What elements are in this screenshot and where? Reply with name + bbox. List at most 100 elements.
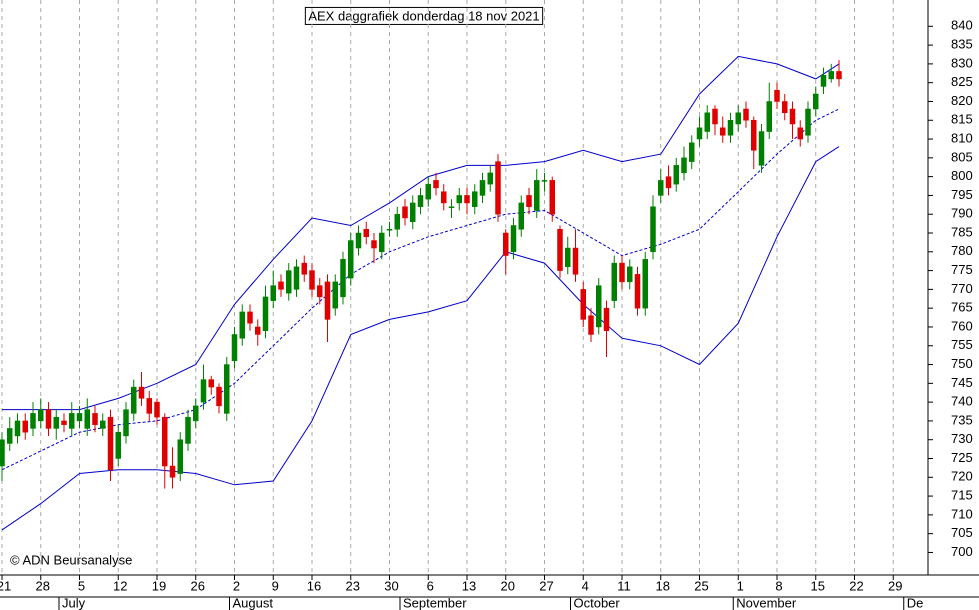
y-tick-label: 760	[951, 318, 973, 333]
candle-body	[572, 247, 579, 275]
y-tick-label: 840	[951, 18, 973, 33]
candle-body	[541, 180, 548, 182]
candle-body	[216, 386, 222, 407]
y-tick-label: 790	[951, 206, 973, 221]
candle-body	[262, 296, 269, 331]
candle-body	[131, 386, 137, 414]
y-tick-label: 775	[951, 262, 973, 277]
candle-body	[456, 195, 462, 204]
candle-body	[340, 259, 346, 298]
x-tick-label: 16	[307, 578, 321, 593]
candle-body	[309, 270, 315, 290]
candle-body	[417, 195, 424, 207]
x-tick-label: 25	[694, 578, 708, 593]
candle-body	[107, 416, 114, 471]
y-tick-label: 755	[951, 337, 973, 352]
candle-body	[348, 240, 354, 279]
candle-body	[123, 409, 129, 437]
x-tick-label: 12	[113, 578, 127, 593]
x-tick-label: 30	[384, 578, 398, 593]
candle-body	[774, 89, 780, 102]
candle-body	[146, 398, 152, 414]
y-tick-label: 820	[951, 93, 973, 108]
bollinger-band	[1, 108, 840, 471]
candle-body	[53, 416, 59, 429]
y-tick-label: 745	[951, 375, 973, 390]
candle-body	[534, 180, 540, 211]
candle-body	[38, 409, 44, 422]
x-tick-label: 11	[617, 578, 631, 593]
candle-body	[317, 285, 323, 298]
candle-body	[681, 157, 687, 174]
candle-body	[665, 176, 672, 189]
candle-body	[185, 416, 191, 444]
x-tick-label: 26	[191, 578, 205, 593]
candle-body	[503, 232, 509, 256]
candle-body	[448, 206, 455, 208]
y-tick-label: 805	[951, 149, 973, 164]
candle-body	[782, 101, 788, 113]
candle-body	[239, 311, 245, 339]
x-tick-label: 1	[737, 578, 744, 593]
candle-body	[278, 281, 284, 290]
y-tick-label: 815	[951, 112, 973, 127]
candle-body	[510, 225, 517, 253]
candle-body	[208, 379, 214, 388]
month-label: De	[907, 595, 924, 610]
candle-body	[154, 401, 160, 418]
x-tick-label: 20	[501, 578, 515, 593]
candle-body	[332, 281, 338, 309]
candle-body	[758, 131, 765, 166]
candle-body	[634, 274, 641, 309]
candle-body	[611, 262, 617, 301]
month-label: July	[62, 595, 86, 610]
y-tick-label: 750	[951, 356, 973, 371]
candle-body	[797, 127, 803, 140]
candle-body	[92, 413, 98, 425]
month-label: November	[736, 595, 797, 610]
candle-body	[472, 191, 478, 207]
candle-body	[712, 108, 718, 125]
candle-body	[61, 420, 67, 425]
candle-body	[580, 289, 586, 320]
candle-body	[30, 413, 36, 429]
x-tick-label: 15	[811, 578, 825, 593]
candle-body	[371, 240, 377, 249]
candle-body	[270, 285, 276, 301]
candle-body	[751, 120, 757, 151]
candle-body	[138, 386, 145, 399]
candle-body	[704, 112, 710, 132]
candle-body	[658, 180, 664, 196]
candle-body	[286, 270, 292, 294]
candle-body	[727, 120, 734, 136]
candle-body	[836, 71, 842, 80]
candle-body	[820, 74, 827, 87]
chart-title: AEX daggrafiek donderdag 18 nov 2021	[308, 8, 539, 23]
candle-body	[805, 108, 811, 136]
candle-body	[557, 228, 563, 271]
candle-body	[588, 315, 594, 335]
y-tick-label: 720	[951, 469, 973, 484]
candle-body	[479, 180, 486, 196]
y-tick-label: 710	[951, 506, 973, 521]
candle-body	[433, 180, 439, 189]
candle-body	[565, 247, 571, 268]
y-tick-label: 740	[951, 394, 973, 409]
x-tick-label: 19	[152, 578, 166, 593]
candle-body	[22, 420, 28, 433]
candle-body	[7, 428, 13, 444]
candle-body	[549, 180, 555, 215]
x-tick-label: 21	[0, 578, 11, 593]
y-tick-label: 830	[951, 55, 973, 70]
candle-body	[394, 213, 400, 230]
x-tick-label: 13	[462, 578, 476, 593]
candle-body	[402, 206, 408, 219]
candle-body	[231, 334, 238, 362]
candle-body	[363, 228, 369, 238]
candle-body	[76, 413, 83, 422]
candle-body	[247, 311, 253, 324]
candle-body	[386, 228, 393, 231]
candle-body	[789, 108, 796, 125]
candle-body	[14, 420, 21, 437]
x-tick-label: 29	[888, 578, 902, 593]
